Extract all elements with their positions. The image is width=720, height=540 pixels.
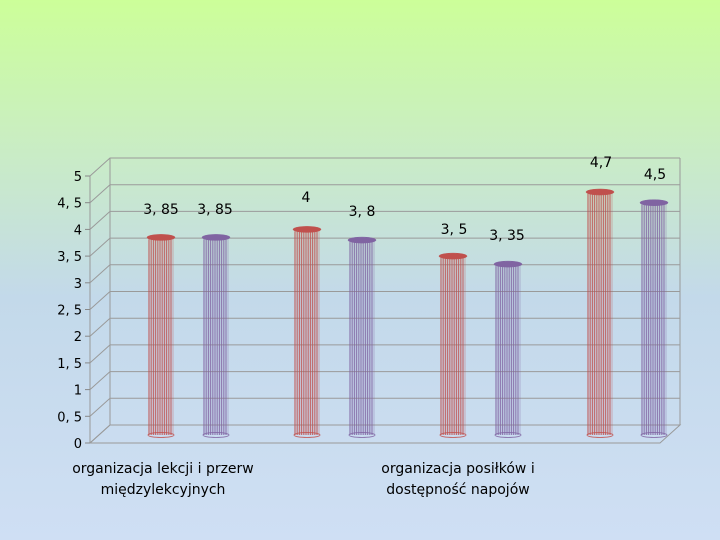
bar-series2-cat2-body	[349, 240, 375, 435]
gridline	[89, 264, 680, 284]
y-tick-label: 2	[74, 330, 82, 345]
bar-series2-cat1	[201, 234, 231, 438]
gridline	[89, 424, 680, 444]
gridlines	[85, 157, 682, 444]
y-tick-label: 2, 5	[57, 304, 82, 319]
y-tick-label: 3	[74, 277, 82, 292]
category-label-3: organizacja posiłków i dostępność napojó…	[381, 461, 535, 498]
bar-series2-cat1-body	[203, 237, 229, 435]
bar-series1-extra-body	[587, 192, 613, 435]
y-tick-label: 4, 5	[57, 197, 82, 212]
data-label-series2-cat3: 3, 35	[489, 228, 525, 244]
bar-series1-cat2-cap	[292, 226, 322, 233]
bar-series2-cat1-cap	[201, 234, 231, 241]
y-tick-label: 0	[74, 437, 82, 452]
gridline	[89, 371, 680, 390]
bar-series1-cat1-cap	[146, 234, 176, 241]
data-label-series1-extra: 4,7	[590, 155, 612, 171]
bar-series2-extra-body	[641, 202, 667, 435]
y-tick-label: 1, 5	[57, 357, 82, 372]
y-tick-label: 1	[74, 384, 82, 399]
bar-series2-cat3	[493, 260, 523, 438]
y-tick-label: 0, 5	[57, 410, 82, 425]
bar-series1-cat3-cap	[438, 252, 468, 260]
data-labels: 3, 85 4 3, 5 3, 85 3, 8 3, 35 4,7 4,5	[143, 155, 666, 244]
y-tick-label: 4	[74, 223, 82, 238]
data-label-series2-extra: 4,5	[644, 167, 666, 183]
y-tick-label: 5	[74, 170, 82, 185]
data-label-series2-cat1: 3, 85	[197, 202, 233, 218]
gridline	[89, 210, 680, 230]
bar-series2-extra	[639, 199, 669, 438]
gridline	[89, 184, 680, 204]
bar-series1-cat2-body	[294, 229, 320, 435]
gridline	[89, 344, 680, 364]
data-label-series1-cat2: 4	[302, 190, 311, 206]
bar-series1-cat2	[292, 226, 322, 438]
gridline	[89, 157, 680, 177]
data-label-series1-cat1: 3, 85	[143, 202, 179, 218]
category-label-1: organizacja lekcji i przerw międzylekcyj…	[72, 461, 254, 498]
bar-series2-cat3-cap	[493, 260, 523, 268]
data-label-series2-cat2: 3, 8	[349, 204, 376, 220]
bar-series1-cat3	[438, 252, 468, 438]
gridline	[89, 317, 680, 337]
bar-series1-cat1	[146, 234, 176, 438]
data-label-series1-cat3: 3, 5	[441, 222, 468, 238]
gridline	[89, 237, 680, 257]
bar-series2-extra-cap	[639, 199, 669, 206]
y-tick-label: 3, 5	[57, 250, 82, 265]
gridline	[89, 397, 680, 417]
bar-series1-extra-cap	[585, 188, 615, 196]
bar-series1-cat1-body	[148, 237, 174, 435]
bar-series1-cat3-body	[440, 256, 466, 435]
bar-series2-cat2-cap	[347, 236, 377, 244]
bar-series2-cat3-body	[495, 264, 521, 435]
y-axis-ticks: 0 0, 5 1 1, 5 2 2, 5 3 3, 5 4 4, 5 5	[57, 170, 82, 452]
bars	[146, 188, 669, 438]
bar-series2-cat2	[347, 236, 377, 438]
gridline	[89, 291, 680, 310]
bar-series1-extra	[585, 188, 615, 438]
